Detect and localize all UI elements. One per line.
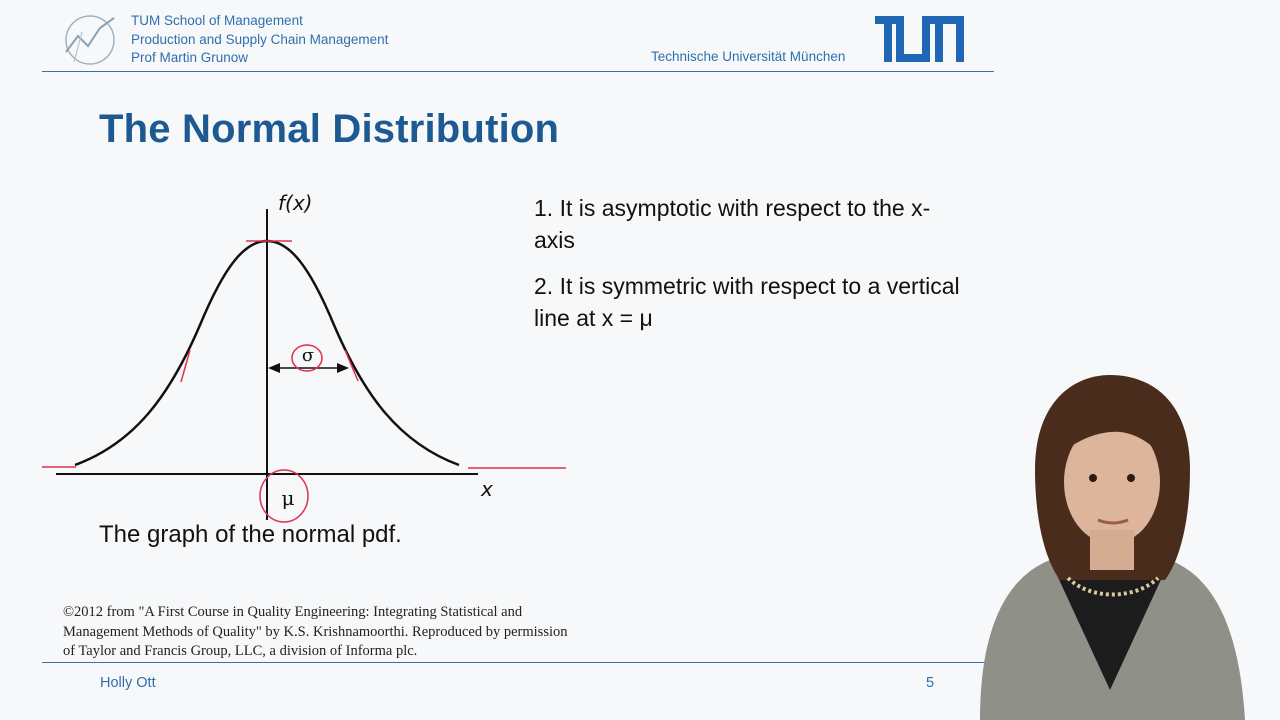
y-axis-label: f(x) <box>278 191 312 215</box>
university-name: Technische Universität München <box>651 49 846 64</box>
header-institution: TUM School of Management Production and … <box>131 12 388 68</box>
figure-caption: The graph of the normal pdf. <box>99 521 402 548</box>
header-divider <box>42 71 994 72</box>
chair-name: Production and Supply Chain Management <box>131 31 389 47</box>
x-axis-label: x <box>480 477 493 501</box>
sigma-label: σ <box>302 345 314 366</box>
school-name: TUM School of Management <box>131 13 303 28</box>
presenter-video <box>980 375 1245 720</box>
presenter-name: Holly Ott <box>100 675 156 691</box>
point-symmetric: 2. It is symmetric with respect to a ver… <box>534 273 960 331</box>
school-logo-icon <box>65 15 115 65</box>
footer-divider <box>42 662 994 663</box>
copyright-notice: ©2012 from "A First Course in Quality En… <box>63 604 568 659</box>
tum-logo-icon <box>875 16 964 62</box>
point-asymptotic: 1. It is asymptotic with respect to the … <box>534 195 931 253</box>
slide-title: The Normal Distribution <box>99 107 560 151</box>
professor-name: Prof Martin Grunow <box>131 50 249 65</box>
page-number: 5 <box>926 675 935 691</box>
red-annotations <box>42 240 566 523</box>
mean-label: μ <box>282 486 295 510</box>
normal-curve-figure: σ f(x) x μ <box>42 191 566 523</box>
